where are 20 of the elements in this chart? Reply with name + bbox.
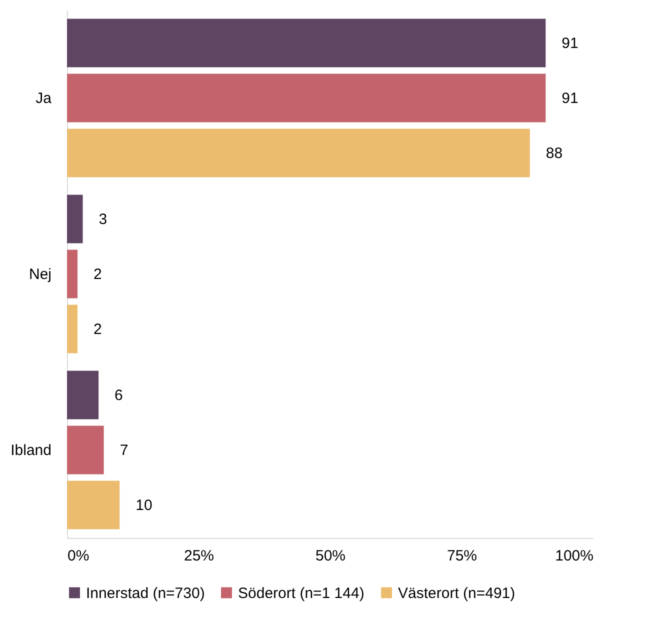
y-tick-label: Ja — [36, 90, 52, 107]
y-tick-label: Nej — [28, 266, 52, 283]
data-label: 2 — [94, 266, 102, 283]
data-label: 2 — [94, 321, 102, 338]
legend-label: Söderort (n=1 144) — [238, 584, 364, 602]
x-tick-label: 50% — [315, 548, 346, 564]
x-tick-label: 0% — [68, 548, 90, 564]
x-tick-label: 100% — [555, 548, 594, 564]
x-tick-label: 75% — [446, 548, 478, 564]
data-label: 6 — [114, 387, 123, 404]
data-label: 7 — [120, 442, 128, 459]
x-tick-label: 25% — [184, 548, 214, 564]
legend-label: Västerort (n=491) — [398, 584, 516, 602]
legend-label: Innerstad (n=730) — [86, 584, 205, 602]
y-tick-label: Ibland — [10, 442, 52, 459]
data-label: 91 — [562, 90, 578, 107]
data-label: 10 — [136, 497, 152, 514]
data-label: 91 — [562, 35, 578, 52]
data-label: 88 — [546, 145, 563, 162]
data-label: 3 — [98, 211, 108, 228]
